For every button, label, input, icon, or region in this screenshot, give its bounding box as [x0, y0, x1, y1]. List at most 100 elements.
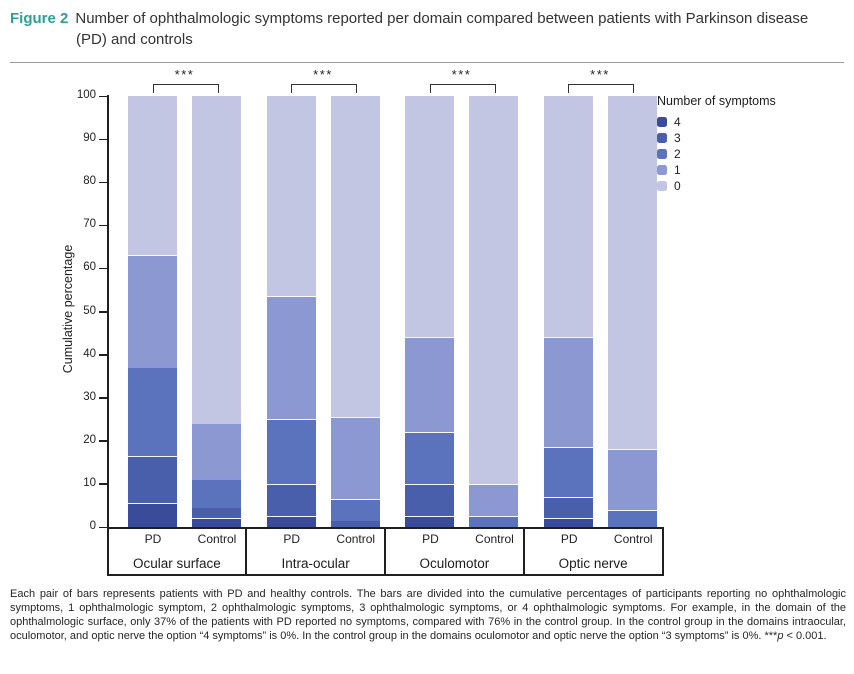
segment-divider-line: [405, 336, 454, 339]
legend-swatch-icon: [657, 165, 667, 175]
domain-label: Ocular surface: [132, 556, 221, 571]
bar-segment-1-symptoms: [330, 417, 380, 499]
bar-segment-3-symptoms: [128, 455, 177, 504]
y-tick-mark: [99, 267, 107, 270]
y-tick-mark: [99, 526, 107, 528]
significance-bracket: [291, 84, 357, 93]
y-tick-label: 20: [83, 433, 96, 446]
bar-label-pd: PD: [422, 532, 439, 546]
legend-item: 1: [657, 162, 827, 178]
bar-label-control: Control: [197, 532, 237, 546]
bar-segment-0-symptoms: [469, 96, 518, 484]
segment-divider-line: [405, 483, 454, 485]
caption-sig-stars: ***: [764, 629, 778, 642]
segment-divider-line: [543, 446, 593, 449]
y-tick-mark: [99, 311, 107, 313]
bar-segment-3-symptoms: [543, 496, 593, 519]
segment-divider-line: [266, 295, 316, 298]
segment-divider-line: [192, 422, 241, 425]
segment-divider-line: [469, 515, 518, 517]
segment-divider-line: [607, 448, 657, 451]
legend-label: 1: [674, 163, 681, 177]
bar-segment-1-symptoms: [128, 255, 177, 368]
bar-segment-2-symptoms: [469, 516, 518, 527]
bar-label-control: Control: [336, 532, 376, 546]
significance-stars: ***: [313, 67, 333, 82]
segment-divider-line: [192, 506, 241, 509]
bar-segment-2-symptoms: [330, 499, 380, 521]
legend-swatch-icon: [657, 133, 667, 143]
caption-sig-rest: < 0.001.: [783, 629, 827, 642]
domain-cell: PD Control Optic nerve: [525, 528, 662, 574]
bar-segment-2-symptoms: [607, 509, 657, 527]
y-tick-label: 80: [83, 175, 96, 188]
legend-item: 3: [657, 130, 827, 146]
y-tick-mark: [99, 354, 107, 356]
bar-segment-4-symptoms: [405, 516, 454, 527]
bar-segment-1-symptoms: [266, 296, 316, 420]
caption-sig-p: p: [777, 629, 784, 642]
significance-stars: ***: [451, 67, 472, 82]
legend-title: Number of symptoms: [657, 94, 776, 108]
y-tick-mark: [99, 483, 107, 485]
bar-segment-1-symptoms: [543, 337, 593, 448]
bar-label-pd: PD: [560, 532, 578, 546]
y-tick-mark: [99, 224, 107, 227]
bar-segment-0-symptoms: [543, 96, 593, 338]
legend-item: 4: [657, 114, 827, 130]
y-tick-label: 70: [83, 218, 96, 231]
y-tick-mark: [99, 181, 107, 184]
bar-segment-1-symptoms: [405, 337, 454, 433]
y-tick-label: 10: [83, 476, 96, 489]
figure-title-line1: Figure 2 Number of ophthalmologic symptom…: [10, 8, 846, 29]
bar-segment-4-symptoms: [128, 503, 177, 527]
legend-swatch-icon: [657, 117, 667, 127]
chart-region: Cumulative percentage 0 10 20 30 40 50 60 70 80 9…: [0, 66, 854, 580]
legend-label: 2: [674, 147, 681, 161]
bar-segment-3-symptoms: [266, 483, 316, 517]
figure-title-line2: (PD) and controls: [76, 31, 193, 49]
segment-divider-line: [330, 498, 380, 500]
y-tick-label: 90: [83, 132, 96, 145]
domain-cell: PD Control Ocular surface: [109, 528, 248, 574]
legend-label: 0: [674, 179, 681, 193]
stacked-bar-control: [192, 96, 241, 527]
segment-divider-line: [607, 509, 657, 511]
significance-bracket: [152, 84, 219, 93]
stacked-bar-control: [469, 96, 518, 527]
y-tick-label: 100: [76, 89, 96, 101]
legend-item: 2: [657, 146, 827, 162]
stacked-bar-pd: [405, 96, 454, 527]
bar-segment-2-symptoms: [543, 447, 593, 497]
segment-divider-line: [266, 515, 316, 517]
significance-bracket: [568, 84, 634, 93]
legend-swatch-icon: [657, 149, 667, 159]
legend-label: 3: [674, 131, 681, 145]
significance-bracket: [429, 84, 496, 93]
x-axis-label-box: PD Control Ocular surface PD Control Intra-oc…: [106, 528, 664, 576]
significance-stars: ***: [174, 67, 195, 82]
segment-divider-line: [330, 416, 380, 418]
domain-cell: PD Control Intra-ocular: [247, 528, 386, 574]
legend-items: 4 3 2 1 0: [657, 114, 827, 194]
segment-divider-line: [128, 366, 177, 369]
bar-segment-3-symptoms: [405, 483, 454, 517]
segment-divider-line: [192, 517, 241, 520]
segment-divider-line: [469, 483, 518, 485]
bar-segment-3-symptoms: [330, 520, 380, 527]
domain-label: Intra-ocular: [281, 556, 350, 571]
segment-divider-line: [330, 519, 380, 522]
y-axis-line: [106, 95, 109, 529]
segment-divider-line: [405, 515, 454, 517]
segment-divider-line: [266, 418, 316, 420]
segment-divider-line: [543, 336, 593, 339]
bar-segment-0-symptoms: [128, 96, 177, 256]
bar-label-pd: PD: [144, 532, 162, 546]
stacked-bar-control: [330, 96, 380, 527]
y-tick-label: 0: [89, 520, 96, 532]
legend-swatch-icon: [657, 181, 667, 191]
y-tick-mark: [99, 440, 107, 442]
figure-title: Figure 2 Number of ophthalmologic symptom…: [10, 8, 846, 51]
y-tick-mark: [99, 397, 107, 399]
bar-segment-4-symptoms: [266, 516, 316, 527]
